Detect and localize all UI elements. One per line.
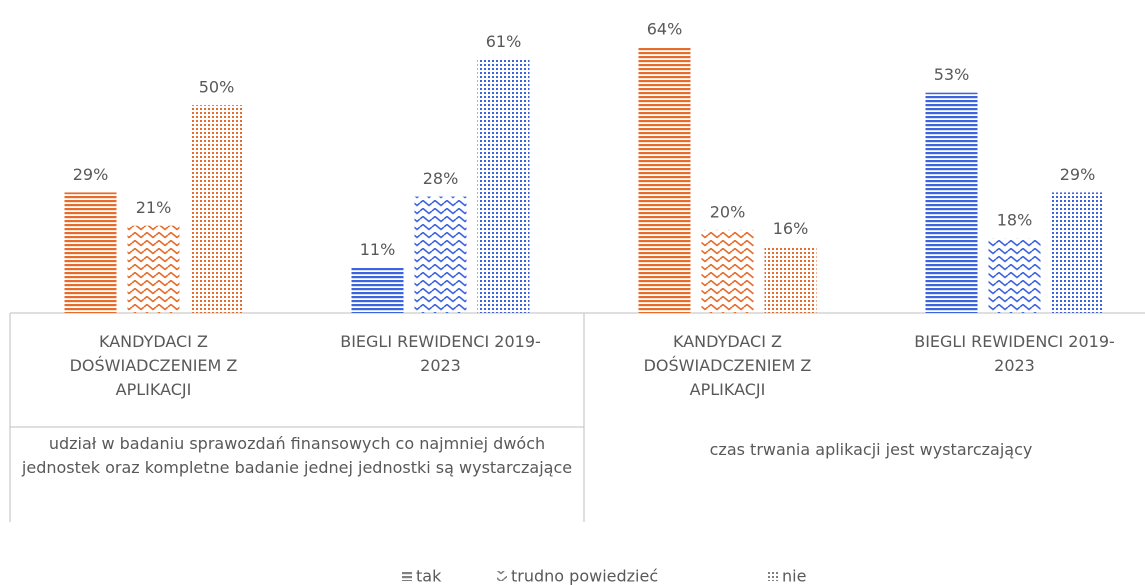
data-label: 61% [486,32,522,51]
bar [351,267,404,313]
x-tick-label: KANDYDACI Z DOŚWIADCZENIEM Z APLIKACJI [69,332,238,399]
data-label: 29% [73,165,109,184]
bar [701,229,754,313]
data-label: 50% [199,78,235,97]
data-label: 16% [773,219,809,238]
bar [64,192,117,313]
bar [988,238,1041,313]
bar [414,196,467,313]
data-label: 64% [647,19,683,38]
data-label: 21% [136,198,172,217]
group-label: udział w badaniu sprawozdań finansowych … [21,434,573,477]
data-label: 29% [1060,165,1096,184]
bar [638,46,691,313]
data-label: 11% [360,240,396,259]
bar [1051,192,1104,313]
legend-swatch [768,571,778,581]
legend-swatch [497,571,507,581]
legend-swatch [402,571,412,581]
bar [764,246,817,313]
bar [190,105,243,314]
data-label: 28% [423,169,459,188]
legend-label: tak [416,567,442,585]
x-tick-label: BIEGLI REWIDENCI 2019-2023 [340,332,541,375]
group-label: czas trwania aplikacji jest wystarczając… [709,440,1033,459]
data-label: 18% [997,211,1033,230]
x-tick-label: KANDYDACI Z DOŚWIADCZENIEM Z APLIKACJI [643,332,812,399]
data-label: 53% [934,65,970,84]
legend-label: trudno powiedzieć [511,567,658,585]
x-tick-label: BIEGLI REWIDENCI 2019-2023 [914,332,1115,375]
bar [477,59,530,313]
legend-label: nie [782,567,806,585]
bar [925,92,978,314]
bar [127,225,180,313]
data-label: 20% [710,202,746,221]
